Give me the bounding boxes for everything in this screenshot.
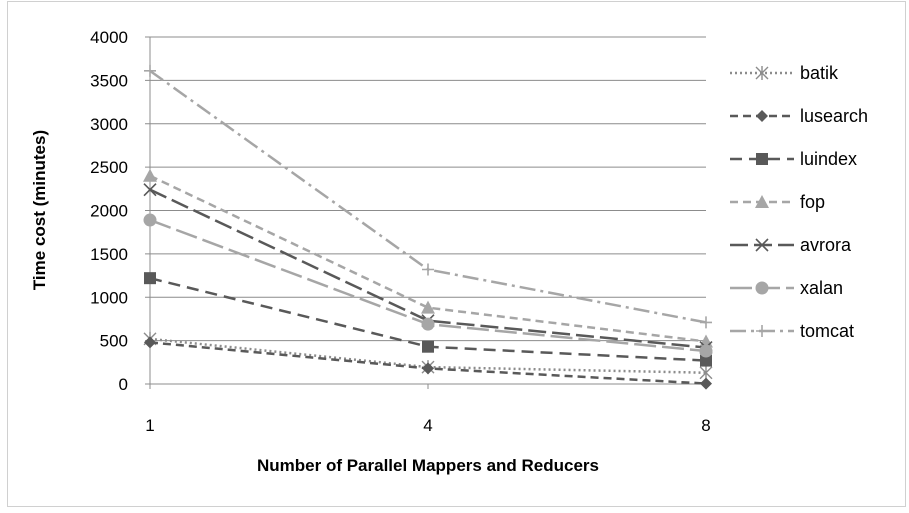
data-point bbox=[700, 354, 712, 367]
legend-label: batik bbox=[800, 63, 839, 83]
y-tick-label: 500 bbox=[100, 332, 128, 351]
data-point bbox=[422, 362, 434, 375]
legend-label: fop bbox=[800, 192, 825, 212]
legend-item-lusearch: lusearch bbox=[730, 106, 868, 126]
x-tick-label: 4 bbox=[423, 416, 432, 435]
y-tick-label: 4000 bbox=[90, 28, 128, 47]
legend-label: avrora bbox=[800, 235, 852, 255]
legend-item-xalan: xalan bbox=[730, 278, 843, 298]
legend-label: tomcat bbox=[800, 321, 854, 341]
legend-marker bbox=[756, 325, 768, 337]
y-tick-label: 1500 bbox=[90, 245, 128, 264]
data-point bbox=[422, 340, 434, 353]
series-lines bbox=[143, 64, 713, 390]
legend-marker bbox=[755, 238, 769, 252]
y-tick-label: 3500 bbox=[90, 71, 128, 90]
series-xalan bbox=[143, 213, 713, 358]
legend-marker bbox=[756, 110, 768, 122]
data-point bbox=[421, 300, 435, 314]
y-tick-label: 0 bbox=[119, 375, 128, 394]
legend-marker bbox=[755, 195, 769, 208]
series-line bbox=[149, 188, 707, 349]
legend-item-avrora: avrora bbox=[730, 235, 852, 255]
series-lusearch bbox=[144, 336, 712, 390]
data-point bbox=[422, 263, 434, 276]
data-point bbox=[143, 213, 157, 227]
y-axis-title: Time cost (minutes) bbox=[30, 130, 49, 290]
data-point bbox=[144, 336, 156, 349]
x-tick-label: 1 bbox=[145, 416, 154, 435]
axes: 0 500 1000 1500 2000 2500 3000 3500 4000 1 4 8 bbox=[90, 28, 711, 435]
legend-marker bbox=[756, 153, 768, 165]
data-point bbox=[699, 344, 713, 358]
series-line bbox=[149, 174, 707, 343]
data-point bbox=[143, 168, 157, 182]
data-point bbox=[143, 183, 157, 197]
data-point bbox=[699, 365, 713, 380]
data-point bbox=[700, 377, 712, 390]
legend-item-luindex: luindex bbox=[730, 149, 857, 169]
legend-marker bbox=[755, 66, 769, 80]
legend: batik lusearch luindex fop avrora xalan tomcat bbox=[730, 63, 868, 341]
legend-item-batik: batik bbox=[730, 63, 839, 83]
series-luindex bbox=[144, 272, 712, 367]
data-point bbox=[421, 317, 435, 331]
data-point bbox=[144, 272, 156, 285]
legend-item-fop: fop bbox=[730, 192, 825, 212]
x-tick-label: 8 bbox=[701, 416, 710, 435]
legend-item-tomcat: tomcat bbox=[730, 321, 854, 341]
x-axis-title: Number of Parallel Mappers and Reducers bbox=[257, 456, 599, 475]
data-point bbox=[144, 64, 156, 77]
y-tick-label: 3000 bbox=[90, 115, 128, 134]
y-tick-label: 2500 bbox=[90, 158, 128, 177]
legend-label: xalan bbox=[800, 278, 843, 298]
y-tick-label: 1000 bbox=[90, 288, 128, 307]
legend-label: lusearch bbox=[800, 106, 868, 126]
series-tomcat bbox=[144, 64, 712, 329]
legend-label: luindex bbox=[800, 149, 857, 169]
data-point bbox=[700, 316, 712, 329]
legend-marker bbox=[755, 281, 769, 295]
y-tick-label: 2000 bbox=[90, 202, 128, 221]
